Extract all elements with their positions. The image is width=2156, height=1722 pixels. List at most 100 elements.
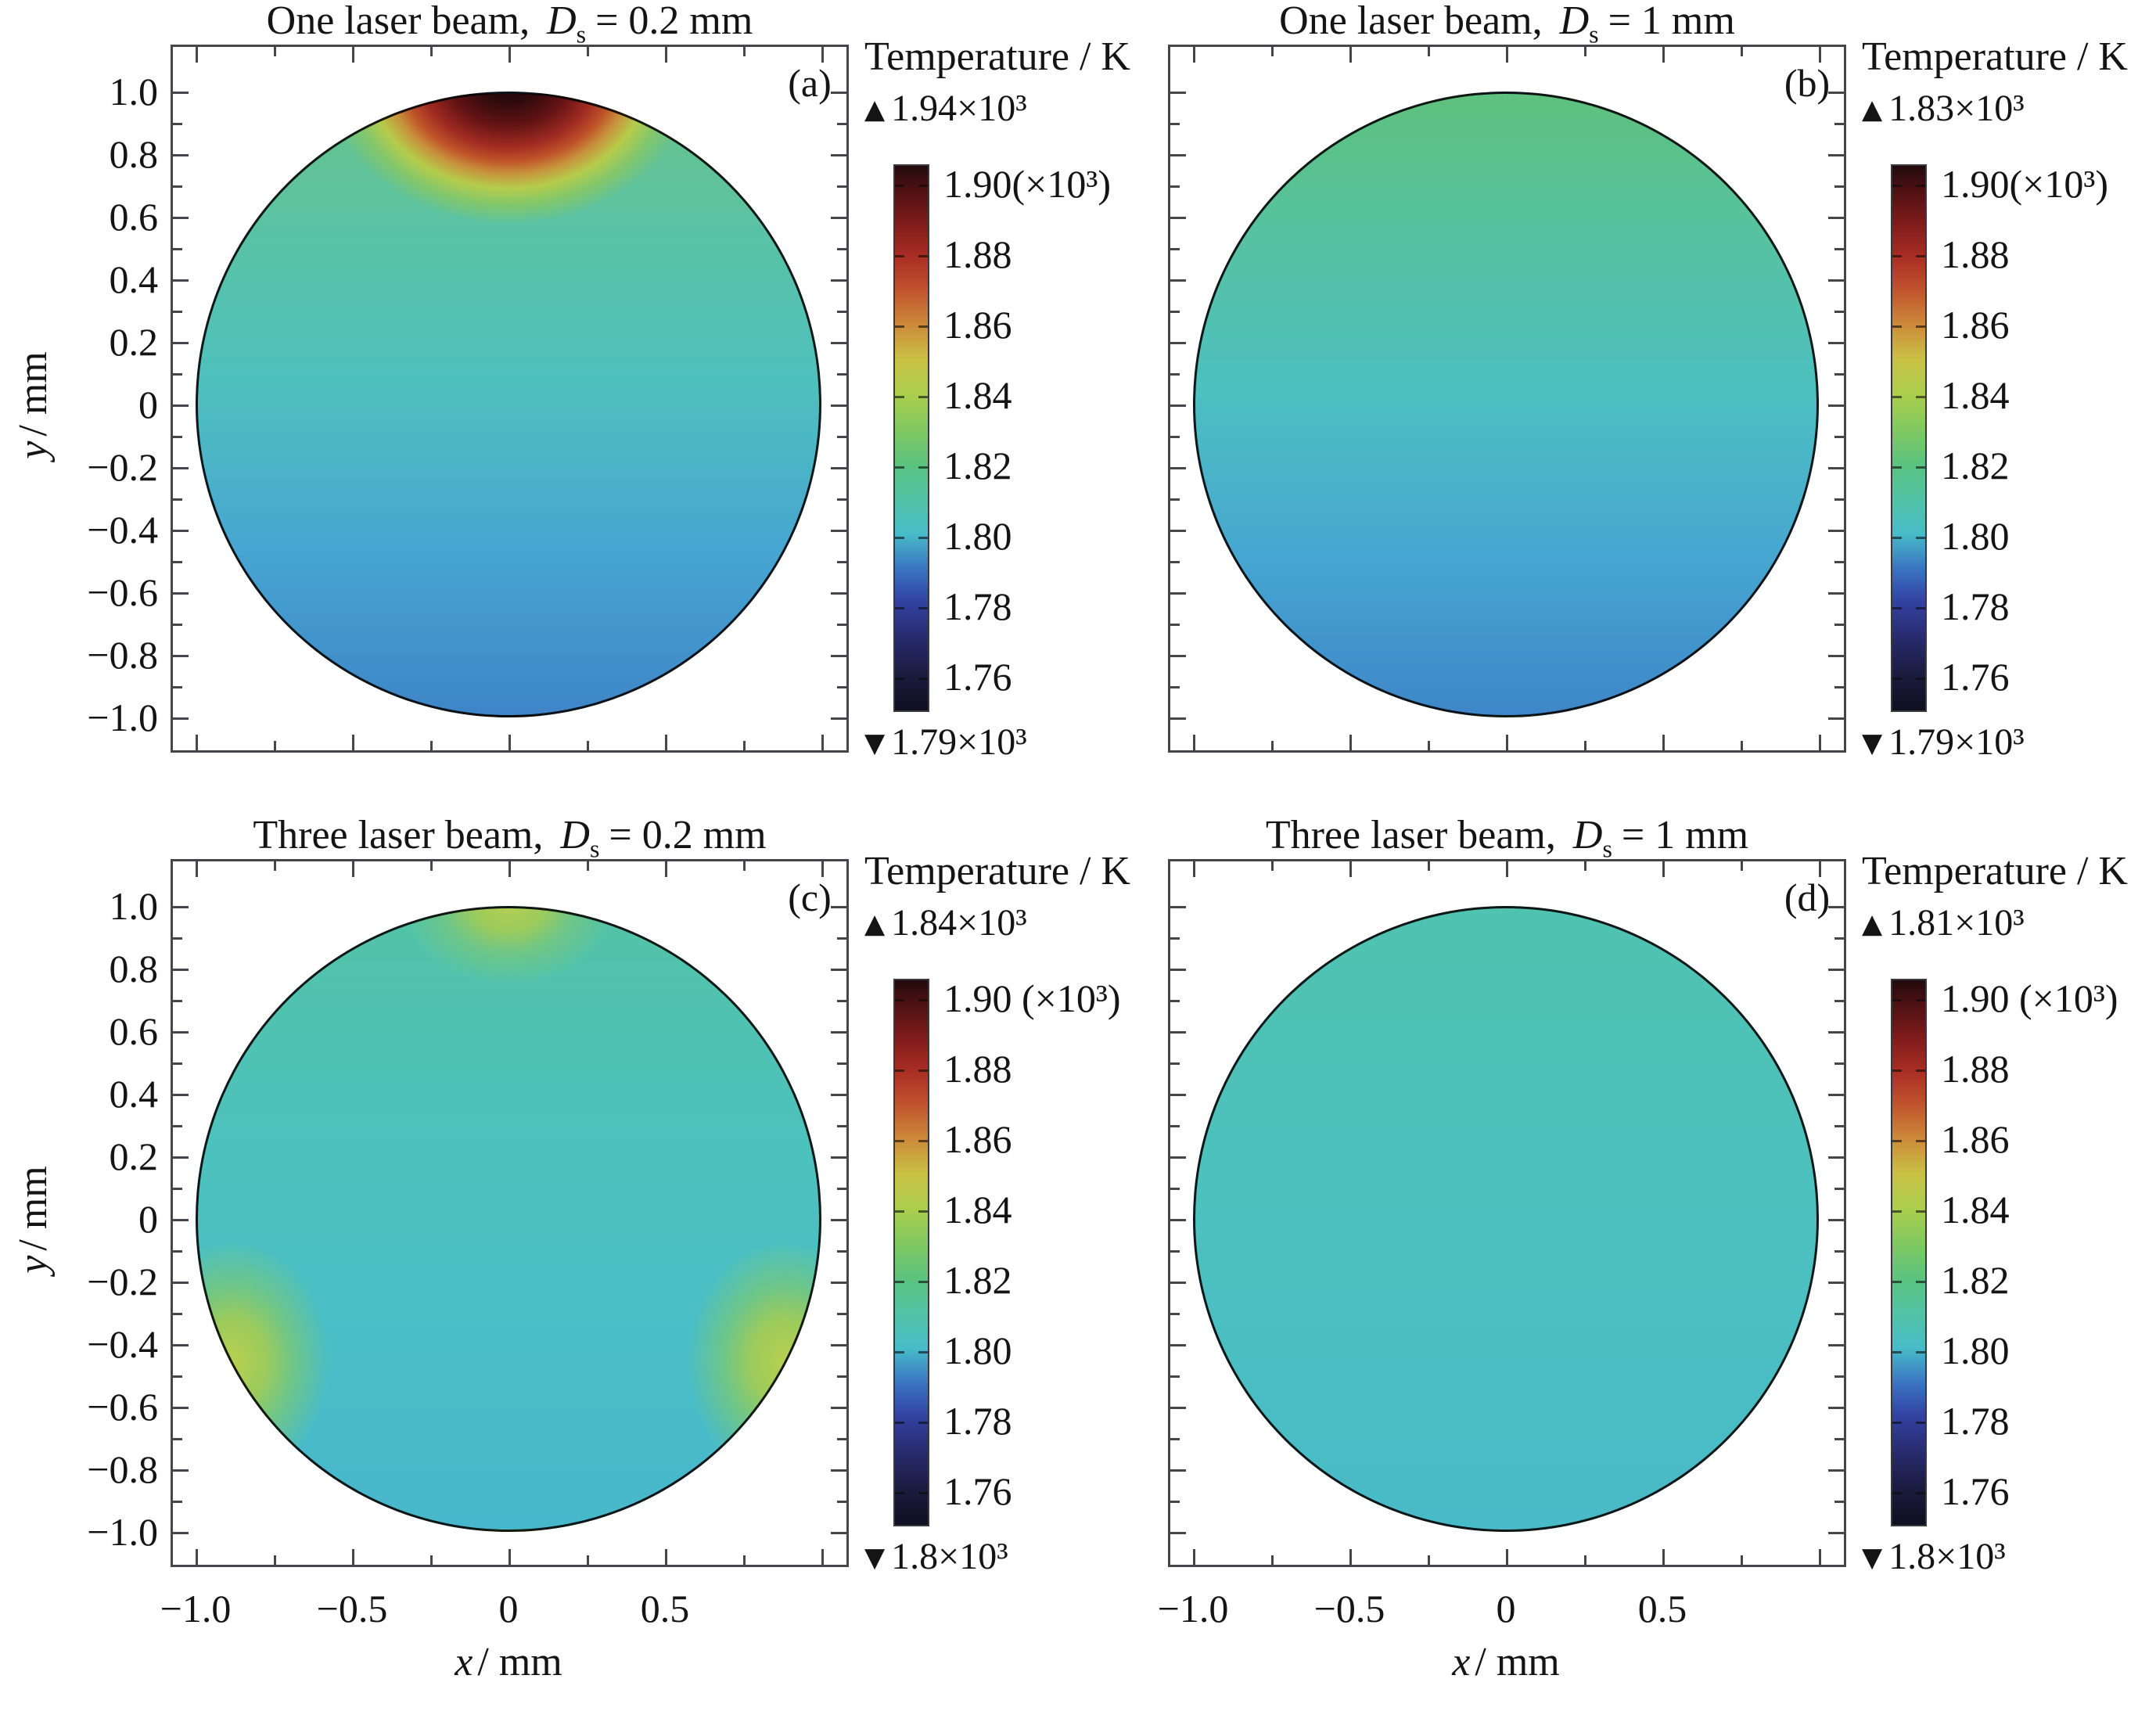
y-tick-label: 0.2 [109,1134,159,1178]
y-tick-label: 1.0 [109,884,159,928]
colorbar-min-d: ▼ 1.8×10³ [1862,1536,2156,1578]
max-triangle-icon: ▲ [864,908,886,940]
y-tick-label: −0.8 [87,1447,158,1491]
colorbar-heading-d: Temperature / K [1862,849,2128,893]
x-tick-label: −1.0 [1157,1587,1229,1630]
y-tick-label: 1.0 [109,70,159,113]
max-triangle-icon: ▲ [1862,94,1883,125]
colorbar-tick-label: 1.82 [943,444,1012,487]
colorbar-gradient-d [1891,979,1927,1526]
colorbar-max-c: ▲ 1.84×10³ [864,902,1193,944]
plot-frame-d [1168,859,1846,1567]
colorbar-heading-c: Temperature / K [864,849,1130,893]
colorbar-max-d: ▲ 1.81×10³ [1862,902,2156,944]
colorbar-tick-label: 1.88 [1941,232,2010,276]
panel-b-title: One laser beam, Ds = 1 mm [1168,0,1846,48]
colorbar-tick-label: 1.86 [1941,303,2010,347]
x-tick-label: 0.5 [640,1587,690,1630]
colorbar-tick-label: 1.84 [1941,1188,2010,1231]
colorbar-tick-label: 1.82 [1941,444,2010,487]
title-symbol: D [1572,813,1603,857]
colorbar-heading-a: Temperature / K [864,34,1130,79]
title-text: Three laser beam, [253,813,544,857]
colorbar-tick-label: 1.88 [943,1047,1012,1091]
y-tick-label: −0.4 [87,508,158,552]
colorbar-tick-label: 1.78 [1941,584,2010,628]
temperature-map-b [1193,92,1819,717]
y-tick-label: −1.0 [87,1510,158,1554]
y-tick-label: −0.6 [87,570,158,614]
colorbar-tick-label: 1.78 [1941,1399,2010,1443]
min-value: 1.8×10³ [891,1536,1008,1577]
title-symbol: D [560,813,590,857]
y-tick-label: 0.8 [109,132,159,176]
y-axis-label: y / mm [11,323,56,487]
min-triangle-icon: ▼ [1862,728,1883,759]
colorbar-tick-label: 1.90 (×10³) [1941,976,2118,1020]
colorbar-min-b: ▼ 1.79×10³ [1862,721,2156,764]
colorbar-tick-label: 1.82 [943,1258,1012,1302]
max-value: 1.83×10³ [1888,88,2025,129]
colorbar-tick-label: 1.84 [943,1188,1012,1231]
y-symbol: y [11,440,56,459]
panel-b: One laser beam, Ds = 1 mm (b) Temperature … [997,0,2156,908]
colorbar-min-c: ▼ 1.8×10³ [864,1536,1193,1578]
plot-frame-c [171,859,849,1567]
panel-d-title: Three laser beam, Ds = 1 mm [1168,813,1846,863]
y-unit: / mm [11,351,56,437]
title-value: = 1 mm [1621,813,1749,857]
x-unit: / mm [1475,1640,1560,1684]
panel-d: Three laser beam, Ds = 1 mm (d) −1.0 −0.5 … [997,814,2156,1722]
colorbar-max-a: ▲ 1.94×10³ [864,88,1193,130]
colorbar-gradient-c [893,979,929,1526]
colorbar-tick-label: 1.76 [1941,1469,2010,1513]
x-tick-label: 0 [1496,1587,1516,1630]
x-symbol: x [455,1640,473,1684]
min-value: 1.8×10³ [1888,1536,2006,1577]
y-tick-label: −0.4 [87,1322,158,1366]
colorbar-tick-label: 1.86 [943,303,1012,347]
colorbar-tick-label: 1.80 [1941,514,2010,558]
x-tick-label: −0.5 [1313,1587,1385,1630]
min-value: 1.79×10³ [891,721,1027,763]
panel-letter-c: (c) [788,875,832,919]
y-tick-label: 0.4 [109,1072,159,1116]
colorbar-tick-label: 1.78 [943,584,1012,628]
colorbar-gradient-b [1891,164,1927,712]
colorbar-max-b: ▲ 1.83×10³ [1862,88,2156,130]
colorbar-tick-label: 1.86 [943,1117,1012,1161]
colorbar-tick-label: 1.80 [943,514,1012,558]
colorbar-tick-label: 1.76 [943,1469,1012,1513]
max-value: 1.84×10³ [891,902,1027,944]
colorbar-tick-label: 1.90(×10³) [1941,162,2108,206]
x-tick-label: 0.5 [1637,1587,1687,1630]
title-subscript: s [1602,834,1612,863]
min-triangle-icon: ▼ [864,728,886,759]
y-tick-label: 0.6 [109,1009,159,1053]
colorbar-tick-label: 1.76 [1941,655,2010,699]
title-value: = 0.2 mm [609,813,767,857]
colorbar-tick-label: 1.84 [1941,373,2010,417]
x-axis-label: x / mm [1349,1641,1662,1684]
title-text: Three laser beam, [1265,813,1556,857]
y-tick-label: −0.6 [87,1385,158,1429]
title-value: = 0.2 mm [595,0,753,43]
x-axis-label: x / mm [352,1641,665,1684]
colorbar-tick-label: 1.84 [943,373,1012,417]
y-symbol: y [11,1255,56,1274]
y-tick-label: −0.2 [87,1260,158,1303]
title-text: One laser beam, [1279,0,1543,43]
panel-a-title: One laser beam, Ds = 0.2 mm [171,0,849,48]
y-tick-label: 0 [138,383,158,426]
y-tick-label: 0.8 [109,947,159,990]
x-tick-label: −0.5 [316,1587,388,1630]
plot-frame-a [171,45,849,753]
colorbar-tick-label: 1.82 [1941,1258,2010,1302]
x-tick-label: 0 [498,1587,519,1630]
y-tick-label: −0.2 [87,445,158,489]
max-triangle-icon: ▲ [864,94,886,125]
x-unit: / mm [477,1640,562,1684]
panel-letter-b: (b) [1784,61,1831,105]
colorbar-tick-label: 1.88 [943,232,1012,276]
temperature-map-c [196,906,821,1532]
